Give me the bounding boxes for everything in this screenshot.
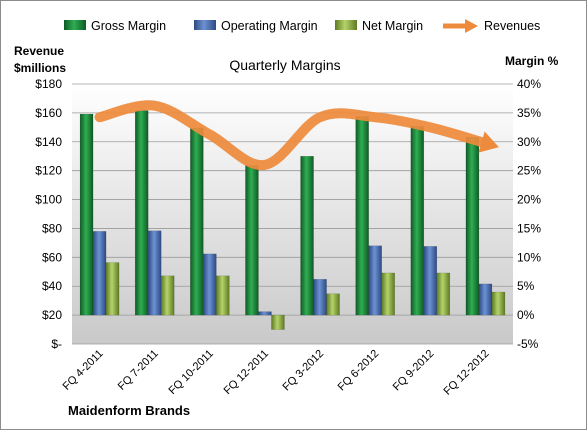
y-right-tick-label: 15%	[517, 221, 541, 235]
bar-operating-margin-3	[258, 311, 272, 316]
y-right-tick-label: 35%	[517, 106, 541, 120]
revenue-line	[94, 100, 499, 170]
y-left-tick-label: $-	[51, 337, 62, 351]
bar-operating-margin-6	[423, 246, 438, 316]
y-right-tick-label: -5%	[517, 337, 539, 351]
revenue-arrowhead	[478, 131, 499, 153]
bar-gross-margin-2	[190, 127, 204, 316]
legend-swatch-gross-margin	[64, 20, 86, 30]
bar-net-margin-5	[381, 272, 395, 316]
bar-operating-margin-1	[147, 230, 162, 316]
bar-gross-margin-1	[134, 110, 149, 316]
y-left-tick-label: $80	[42, 221, 62, 235]
bar-gross-margin-6	[410, 125, 425, 316]
bar-gross-margin-5	[355, 116, 369, 316]
legend: Gross Margin Operating Margin Net Margin…	[64, 19, 540, 33]
y-axis-left-label-line2: $millions	[14, 61, 66, 75]
y-right-tick-label: 5%	[517, 279, 535, 293]
y-right-tick-label: 40%	[517, 77, 541, 91]
y-right-tick-label: 0%	[517, 308, 535, 322]
y-left-tick-label: $20	[42, 308, 62, 322]
company-name: Maidenform Brands	[68, 403, 190, 418]
y-left-tick-label: $100	[35, 193, 62, 207]
bar-operating-margin-0	[92, 231, 107, 316]
bar-net-margin-6	[436, 272, 451, 316]
legend-label-operating-margin: Operating Margin	[221, 19, 318, 33]
y-left-tick-label: $60	[42, 250, 62, 264]
y-left-tick-label: $160	[35, 106, 62, 120]
y-axis-left-ticks: $- $20 $40 $60 $80 $100 $120 $140 $160 $180	[35, 77, 62, 351]
bar-net-margin-1	[160, 275, 175, 316]
bar-operating-margin-5	[368, 245, 382, 316]
y-left-tick-label: $140	[35, 135, 62, 149]
y-axis-right-ticks: -5% 0% 5% 10% 15% 20% 25% 30% 35% 40%	[517, 77, 541, 351]
y-right-tick-label: 30%	[517, 135, 541, 149]
y-right-tick-label: 20%	[517, 193, 541, 207]
revenue-curve	[94, 100, 491, 170]
y-right-tick-label: 10%	[517, 250, 541, 264]
bar-operating-margin-7	[478, 283, 493, 316]
bars	[79, 110, 506, 330]
y-axis-left-label-line1: Revenue	[14, 44, 64, 58]
chart-title: Quarterly Margins	[229, 57, 340, 73]
bar-net-margin-3	[271, 314, 285, 330]
bar-net-margin-2	[216, 275, 230, 316]
legend-label-net-margin: Net Margin	[362, 19, 423, 33]
bar-net-margin-4	[326, 293, 340, 316]
y-left-tick-label: $180	[35, 77, 62, 91]
bar-gross-margin-7	[465, 136, 480, 316]
legend-arrowhead-revenues	[465, 19, 478, 33]
bar-net-margin-7	[491, 291, 506, 316]
y-axis-right-label: Margin %	[505, 54, 559, 68]
y-right-tick-label: 25%	[517, 164, 541, 178]
bar-gross-margin-4	[300, 155, 314, 316]
bar-operating-margin-2	[203, 253, 217, 316]
legend-swatch-operating-margin	[194, 20, 216, 30]
bar-net-margin-0	[105, 262, 120, 316]
bar-operating-margin-4	[313, 279, 327, 316]
y-left-tick-label: $40	[42, 279, 62, 293]
y-left-tick-label: $120	[35, 164, 62, 178]
bar-gross-margin-3	[245, 165, 259, 316]
legend-label-revenues: Revenues	[484, 19, 540, 33]
bar-gross-margin-0	[79, 113, 94, 316]
legend-label-gross-margin: Gross Margin	[91, 19, 166, 33]
legend-swatch-net-margin	[335, 20, 357, 30]
